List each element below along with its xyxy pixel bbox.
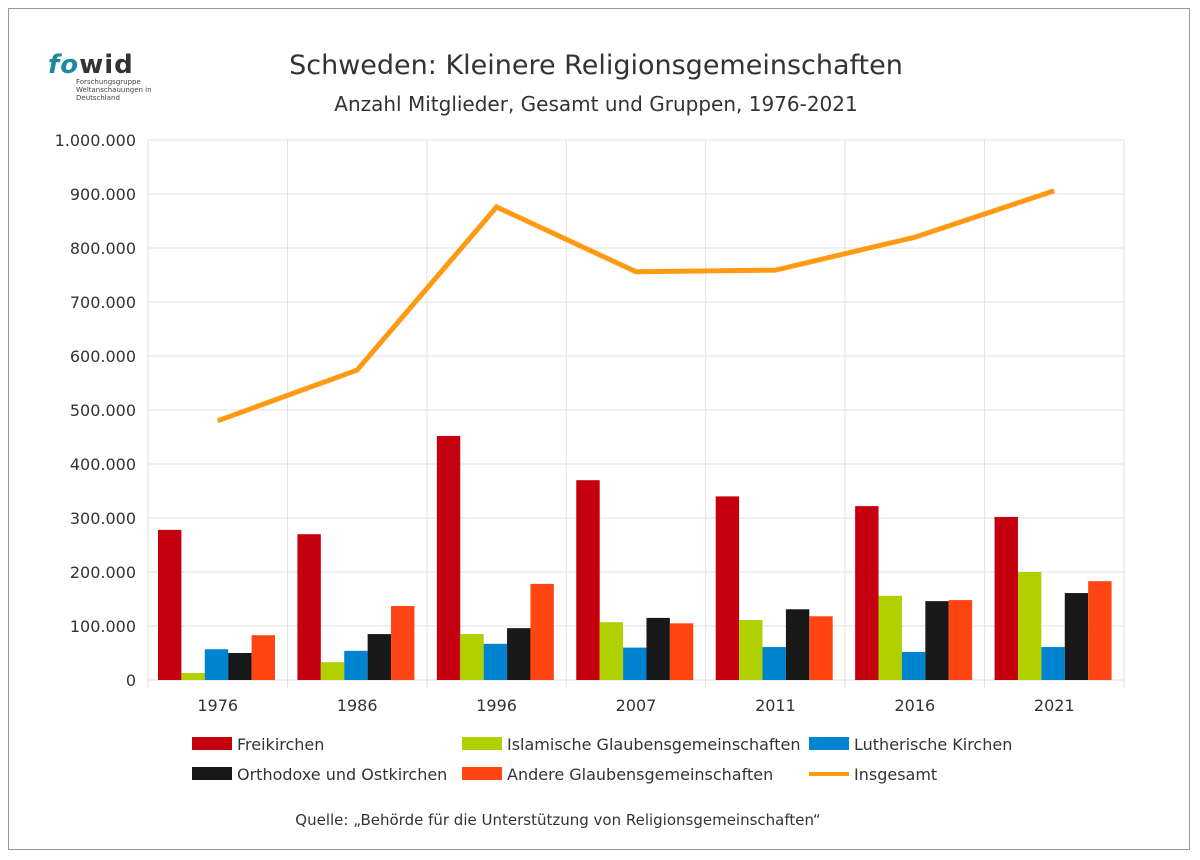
- logo-wid: wid: [79, 50, 134, 80]
- bar-islamische-glaubensgemeinschaften: [739, 620, 763, 680]
- legend-label: Islamische Glaubensgemeinschaften: [507, 735, 801, 754]
- x-tick-label: 2021: [1034, 696, 1075, 715]
- bar-freikirchen: [855, 506, 879, 680]
- bar-islamische-glaubensgemeinschaften: [460, 634, 484, 680]
- chart-frame: [8, 8, 1190, 850]
- y-tick-label: 0: [126, 671, 136, 690]
- legend-swatch: [192, 737, 232, 750]
- x-tick-label: 2011: [755, 696, 796, 715]
- legend-label: Andere Glaubensgemeinschaften: [507, 765, 773, 784]
- line-insgesamt: [216, 188, 1056, 424]
- bar-andere-glaubensgemeinschaften: [669, 623, 694, 680]
- bar-andere-glaubensgemeinschaften: [391, 606, 415, 680]
- y-tick-label: 600.000: [70, 347, 136, 366]
- bar-islamische-glaubensgemeinschaften: [181, 672, 205, 680]
- legend-label: Freikirchen: [237, 735, 324, 754]
- bar-andere-glaubensgemeinschaften: [1088, 581, 1112, 680]
- bar-lutherische-kirchen: [204, 649, 229, 680]
- bar-andere-glaubensgemeinschaften: [251, 635, 275, 680]
- bar-islamische-glaubensgemeinschaften: [599, 622, 624, 680]
- bar-freikirchen: [436, 435, 461, 680]
- y-tick-label: 700.000: [70, 293, 136, 312]
- bar-orthodoxe-und-ostkirchen: [925, 601, 949, 680]
- logo-subtitle: Forschungsgruppe Weltanschauungen in Deu…: [76, 78, 152, 102]
- bar-freikirchen: [297, 534, 321, 680]
- bar-andere-glaubensgemeinschaften: [948, 600, 973, 680]
- y-tick-label: 400.000: [70, 455, 136, 474]
- bar-orthodoxe-und-ostkirchen: [646, 617, 670, 680]
- fowid-logo: fowid Forschungsgruppe Weltanschauungen …: [48, 50, 152, 102]
- x-tick-label: 2016: [894, 696, 935, 715]
- bar-orthodoxe-und-ostkirchen: [1064, 593, 1089, 680]
- bar-orthodoxe-und-ostkirchen: [228, 653, 252, 680]
- bar-freikirchen: [158, 529, 182, 680]
- bar-orthodoxe-und-ostkirchen: [367, 634, 392, 680]
- bar-freikirchen: [715, 496, 740, 680]
- chart-title: Schweden: Kleinere Religionsgemeinschaft…: [289, 50, 903, 81]
- legend-label: Lutherische Kirchen: [854, 735, 1012, 754]
- x-tick-label: 1976: [197, 696, 238, 715]
- legend-label: Insgesamt: [854, 765, 937, 784]
- bar-andere-glaubensgemeinschaften: [530, 583, 554, 680]
- bar-orthodoxe-und-ostkirchen: [507, 628, 531, 680]
- y-tick-label: 100.000: [70, 617, 136, 636]
- bar-lutherische-kirchen: [344, 650, 368, 680]
- chart-subtitle: Anzahl Mitglieder, Gesamt und Gruppen, 1…: [334, 92, 857, 116]
- bar-andere-glaubensgemeinschaften: [809, 616, 833, 680]
- bar-orthodoxe-und-ostkirchen: [785, 609, 810, 680]
- bar-lutherische-kirchen: [483, 643, 508, 680]
- x-tick-label: 1996: [476, 696, 517, 715]
- y-tick-label: 900.000: [70, 185, 136, 204]
- bar-lutherische-kirchen: [1041, 647, 1065, 680]
- bar-freikirchen: [994, 516, 1018, 680]
- bar-lutherische-kirchen: [901, 651, 926, 680]
- bar-lutherische-kirchen: [762, 647, 786, 680]
- bar-islamische-glaubensgemeinschaften: [320, 662, 345, 680]
- y-tick-label: 500.000: [70, 401, 136, 420]
- y-tick-label: 200.000: [70, 563, 136, 582]
- bar-freikirchen: [576, 480, 600, 680]
- y-tick-label: 300.000: [70, 509, 136, 528]
- legend-swatch: [462, 767, 502, 780]
- bar-islamische-glaubensgemeinschaften: [1017, 572, 1042, 680]
- legend-swatch: [462, 737, 502, 750]
- y-tick-label: 1.000.000: [55, 131, 136, 150]
- x-tick-label: 2007: [616, 696, 657, 715]
- y-tick-label: 800.000: [70, 239, 136, 258]
- logo-fo: fo: [48, 50, 80, 80]
- bar-islamische-glaubensgemeinschaften: [878, 595, 902, 680]
- x-tick-label: 1986: [337, 696, 378, 715]
- legend-swatch: [192, 767, 232, 780]
- bar-lutherische-kirchen: [623, 647, 647, 680]
- legend-swatch: [809, 737, 849, 750]
- legend-label: Orthodoxe und Ostkirchen: [237, 765, 447, 784]
- source-note: Quelle: „Behörde für die Unterstützung v…: [295, 811, 820, 829]
